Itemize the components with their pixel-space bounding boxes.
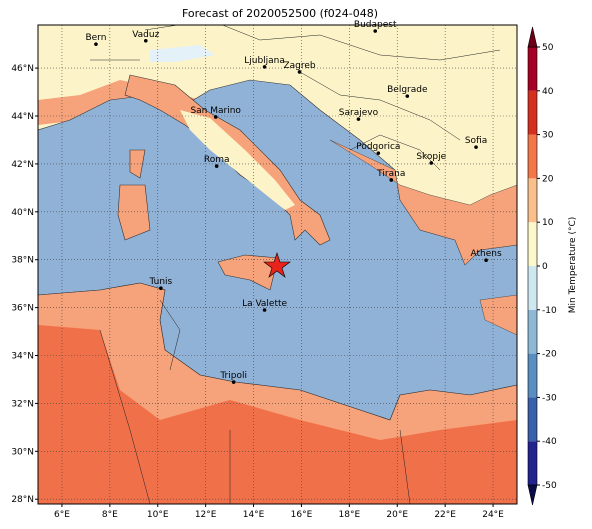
- city-dot: [373, 29, 378, 33]
- city-label: Belgrade: [387, 85, 428, 95]
- colorbar-tick-label: -50: [542, 481, 557, 491]
- graticule: 6°E 8°E 10°E 12°E 14°E 16°E 18°E 20°E 22°E 24°E 28…: [11, 25, 517, 520]
- colorbar-bin: [528, 178, 537, 223]
- city-dot: [214, 164, 219, 168]
- colorbar-bin: [528, 309, 537, 354]
- colorbar-tick-label: 30: [542, 131, 554, 141]
- colorbar-label: Min Temperature (°C): [568, 217, 578, 314]
- y-tick-label: 30°N: [11, 447, 34, 457]
- city-label: Tripoli: [219, 371, 247, 381]
- y-tick-label: 44°N: [11, 112, 34, 122]
- y-tick-label: 32°N: [11, 399, 34, 409]
- title: Forecast of 2020052500 (f024-048): [182, 7, 378, 20]
- city-dot: [262, 308, 267, 312]
- city-label: Tirana: [376, 169, 405, 179]
- colorbar-tick-label: -30: [542, 393, 557, 403]
- city-label: Sofia: [465, 136, 487, 146]
- city-label: Roma: [204, 155, 230, 165]
- city-dot: [159, 286, 163, 291]
- colorbar-bin: [528, 222, 537, 266]
- city-label: Vaduz: [132, 30, 159, 40]
- city-label: Athens: [471, 249, 502, 259]
- city-dot: [213, 115, 218, 119]
- colorbar-bin: [528, 353, 537, 398]
- colorbar-bin: [528, 47, 537, 91]
- city-dot: [143, 39, 148, 43]
- city-label: Podgorica: [356, 142, 400, 152]
- y-tick-label: 46°N: [11, 64, 34, 74]
- city-dot: [389, 178, 394, 182]
- city-dot: [429, 161, 434, 165]
- colorbar-tick-label: -20: [542, 350, 557, 360]
- colorbar-bin: [528, 441, 537, 485]
- city-label: Bern: [85, 33, 106, 43]
- colorbar-tick-label: -10: [542, 306, 557, 316]
- city-label: Skopje: [416, 152, 446, 162]
- colorbar-over: [527, 26, 538, 48]
- x-tick-label: 16°E: [291, 510, 313, 520]
- city-dot: [94, 42, 98, 46]
- x-tick-label: 22°E: [434, 510, 456, 520]
- x-tick-label: 18°E: [339, 510, 361, 520]
- y-tick-label: 36°N: [11, 304, 34, 314]
- city-label: Tunis: [148, 277, 172, 287]
- city-label: Sarajevo: [339, 108, 379, 118]
- city-dot: [356, 117, 361, 121]
- colorbar-bin: [528, 266, 537, 310]
- x-tick-label: 6°E: [54, 510, 70, 520]
- city-label: Ljubljana: [244, 56, 285, 66]
- city-dot: [474, 145, 478, 149]
- y-tick-label: 40°N: [11, 208, 34, 218]
- colorbar-tick-label: 50: [542, 43, 554, 53]
- city-dot: [262, 65, 267, 69]
- y-tick-label: 34°N: [11, 352, 34, 362]
- city-dot: [297, 70, 302, 74]
- x-tick-label: 8°E: [102, 510, 118, 520]
- x-tick-label: 20°E: [386, 510, 408, 520]
- colorbar-under: [527, 484, 538, 506]
- colorbar-tick-label: 10: [542, 218, 554, 228]
- y-tick-label: 38°N: [11, 256, 34, 266]
- city-dot: [231, 380, 236, 384]
- colorbar-tick-label: 20: [542, 174, 554, 184]
- x-tick-label: 14°E: [243, 510, 265, 520]
- y-tick-label: 28°N: [11, 495, 34, 505]
- city-dot: [405, 94, 410, 98]
- x-tick-label: 24°E: [482, 510, 504, 520]
- colorbar-tick-label: 40: [542, 87, 554, 97]
- colorbar-tick-label: -40: [542, 437, 557, 447]
- city-dot: [484, 258, 488, 262]
- city-label: San Marino: [190, 106, 241, 116]
- colorbar-bin: [528, 90, 537, 135]
- city-label: La Valette: [242, 299, 287, 309]
- colorbar-bin: [528, 397, 537, 442]
- colorbar-bin: [528, 134, 537, 179]
- colorbar: -50 -40 -30 -20 -10 0 10 20 30 40 50: [527, 26, 557, 506]
- x-tick-label: 10°E: [147, 510, 169, 520]
- y-tick-label: 42°N: [11, 160, 34, 170]
- city-label: Zagreb: [283, 61, 315, 71]
- colorbar-tick-label: 0: [542, 262, 548, 272]
- x-tick-label: 12°E: [195, 510, 217, 520]
- city-dot: [376, 151, 381, 155]
